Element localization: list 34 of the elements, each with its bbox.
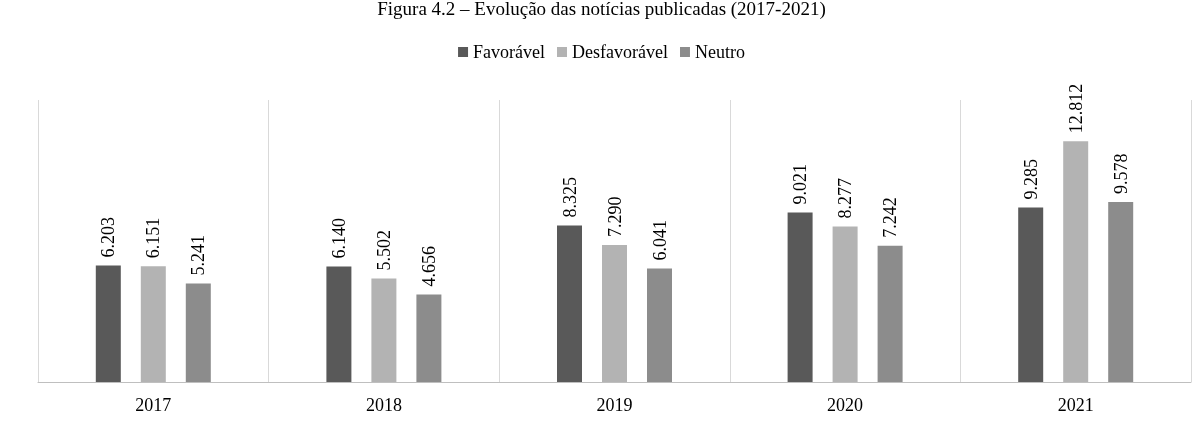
data-label: 5.241 — [188, 234, 209, 276]
bar — [185, 283, 211, 382]
legend-label: Desfavorável — [572, 42, 668, 62]
bar — [647, 268, 672, 382]
data-label: 12.812 — [1065, 83, 1086, 134]
data-label: 7.290 — [604, 196, 625, 237]
chart-title: Figura 4.2 – Evolução das notícias publicadas (2017-2021) — [377, 0, 826, 20]
bar — [1018, 207, 1044, 382]
bar — [787, 212, 813, 382]
data-label: 4.656 — [418, 245, 439, 287]
bar — [557, 225, 582, 382]
data-label: 6.151 — [143, 217, 164, 259]
bar — [95, 265, 121, 382]
data-label: 5.502 — [373, 230, 394, 271]
data-label: 7.242 — [880, 197, 901, 238]
data-label: 8.277 — [835, 177, 856, 219]
data-label: 9.285 — [1020, 158, 1041, 200]
legend-label: Neutro — [694, 42, 745, 62]
x-tick-label: 2018 — [365, 395, 402, 415]
bar — [1108, 201, 1134, 382]
x-tick-label: 2019 — [596, 395, 633, 415]
x-tick-label: 2020 — [827, 395, 864, 415]
x-tick-label: 2021 — [1057, 395, 1094, 415]
legend-label: Favorável — [473, 42, 546, 62]
data-label: 9.021 — [790, 163, 811, 205]
data-label: 6.041 — [649, 219, 670, 261]
data-label: 6.140 — [328, 218, 349, 259]
bar — [877, 245, 903, 382]
data-label: 8.325 — [559, 176, 580, 218]
bar — [416, 294, 442, 382]
x-tick-label: 2017 — [135, 395, 172, 415]
data-label: 9.578 — [1110, 153, 1131, 194]
bar — [326, 266, 352, 382]
data-label: 6.203 — [98, 216, 119, 258]
